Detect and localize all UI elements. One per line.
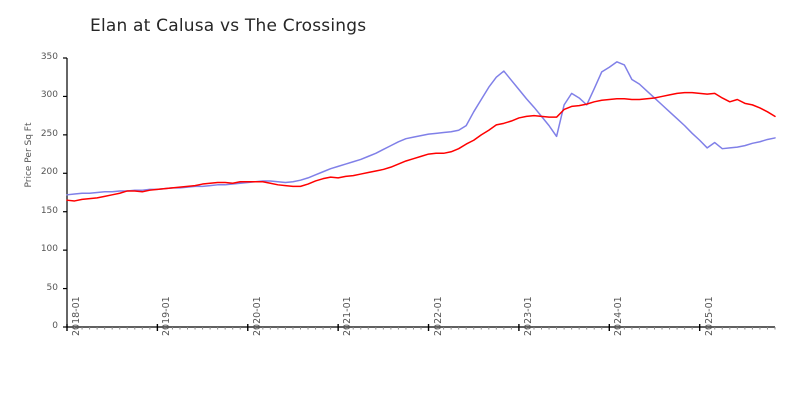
x-tick-label-2022-01: 2022-01	[432, 296, 444, 336]
y-tick-label-200: 200	[40, 167, 58, 178]
axes	[66, 58, 775, 328]
y-tick-label-50: 50	[46, 282, 58, 293]
x-tick-label-2018-01: 2018-01	[71, 296, 82, 336]
x-tick-label-2020-01: 2020-01	[251, 296, 263, 336]
data-series-group	[66, 61, 776, 202]
y-tick-label-250: 250	[40, 128, 58, 139]
y-tick-label-300: 300	[40, 90, 58, 101]
x-tick-label-2021-01: 2021-01	[342, 296, 354, 336]
y-tick-label-100: 100	[40, 244, 58, 255]
x-tick-label-2019-01: 2019-01	[161, 296, 173, 336]
chart-title: Elan at Calusa vs The Crossings	[90, 16, 367, 36]
x-tick-label-2023-01: 2023-01	[522, 296, 534, 336]
series-line-the-crossings	[66, 61, 776, 196]
x-tick-label-2025-01: 2025-01	[703, 296, 715, 336]
x-axis-ticks	[66, 324, 701, 331]
y-tick-label-0: 0	[52, 321, 58, 331]
series-line-elan-at-calusa	[66, 91, 776, 202]
y-tick-label-350: 350	[40, 52, 58, 62]
x-tick-label-2024-01: 2024-01	[613, 296, 625, 336]
y-tick-label-150: 150	[40, 205, 58, 216]
